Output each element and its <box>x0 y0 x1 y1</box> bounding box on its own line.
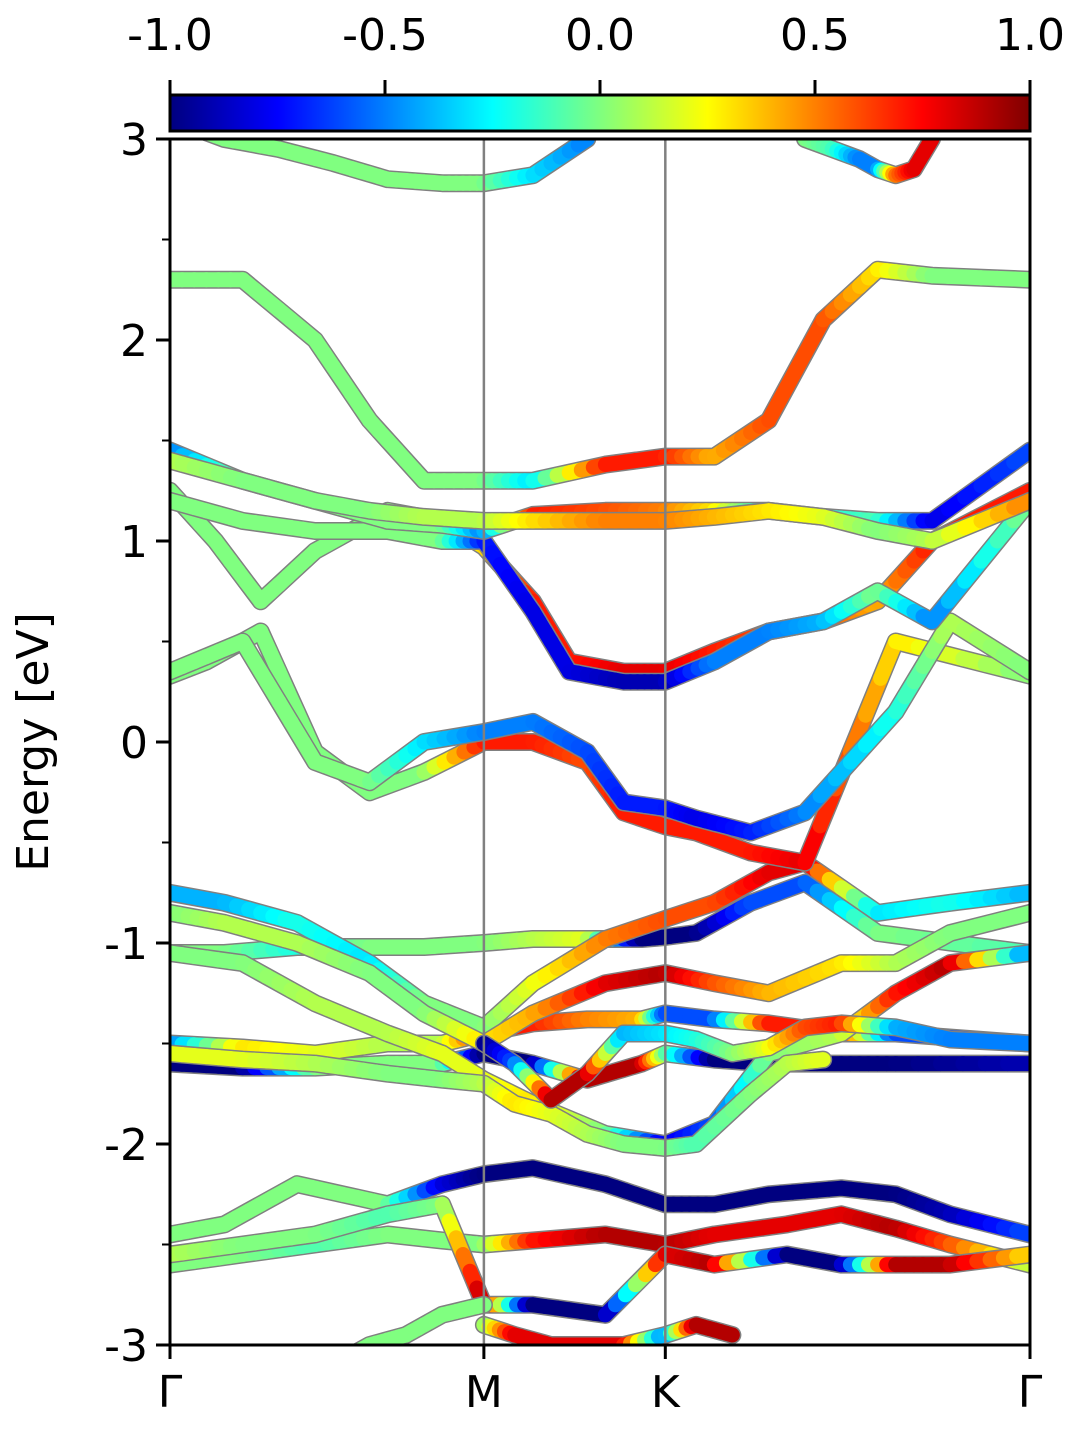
band-segment <box>1009 1035 1030 1051</box>
band-segment <box>354 1344 361 1345</box>
band-14 <box>170 491 1030 691</box>
high-symmetry-lines <box>482 139 667 1345</box>
band-segment <box>1006 493 1030 515</box>
y-tick-label: 0 <box>120 718 148 769</box>
band-segment <box>354 1340 371 1345</box>
band-lines <box>170 139 1030 1365</box>
colorbar-tick-label: -0.5 <box>342 10 428 61</box>
band-20 <box>474 1315 742 1345</box>
band-19 <box>796 139 941 185</box>
k-point-label: Γ <box>158 1367 183 1418</box>
band-1 <box>170 1205 1030 1274</box>
band-9 <box>170 1044 833 1157</box>
y-tick-label: 1 <box>120 517 148 568</box>
band-segment <box>1006 443 1030 470</box>
colorbar-ticks: -1.0 -0.5 0.0 0.5 1.0 <box>127 10 1065 95</box>
band-segment <box>339 1358 345 1361</box>
band-segment <box>203 139 223 144</box>
y-tick-label: 2 <box>120 316 148 367</box>
k-point-label: Γ <box>1018 1367 1043 1418</box>
band-segment <box>1009 945 1030 963</box>
band-segment <box>345 1355 351 1358</box>
band-segment <box>1009 655 1030 680</box>
band-7 <box>170 903 1030 1053</box>
band-segment <box>718 1325 740 1343</box>
band-segment <box>809 1052 831 1068</box>
y-tick-label: -1 <box>104 919 148 970</box>
band-16 <box>170 451 1030 550</box>
colorbar-tick-label: 1.0 <box>995 10 1065 61</box>
band-0 <box>170 1159 1030 1244</box>
k-point-label: M <box>465 1367 503 1418</box>
colorbar-tick-label: 0.0 <box>565 10 635 61</box>
band-10 <box>474 1014 1030 1109</box>
band-17 <box>170 260 1030 490</box>
y-axis-label: Energy [eV] <box>8 612 59 872</box>
band-21 <box>333 1295 493 1365</box>
y-tick-label: 3 <box>120 115 148 166</box>
colorbar-tick-label: -1.0 <box>127 10 213 61</box>
band-segment <box>1009 1247 1030 1264</box>
y-axis-ticks: 3 2 1 0 -1 -2 -3 <box>104 115 170 1372</box>
band-segment <box>1006 271 1030 288</box>
y-tick-label: -3 <box>104 1321 148 1372</box>
band-segment <box>333 1362 339 1365</box>
y-tick-label: -2 <box>104 1120 148 1171</box>
band-18 <box>198 139 597 193</box>
band-segment <box>1009 885 1030 902</box>
band-outline <box>170 260 1030 490</box>
band-segment <box>1009 1223 1030 1242</box>
k-point-label: K <box>651 1367 681 1418</box>
band-segment <box>1009 905 1030 924</box>
band-12 <box>170 612 1030 842</box>
colorbar <box>168 93 1032 133</box>
colorbar-tick-label: 0.5 <box>780 10 850 61</box>
band-2 <box>170 1195 1030 1324</box>
